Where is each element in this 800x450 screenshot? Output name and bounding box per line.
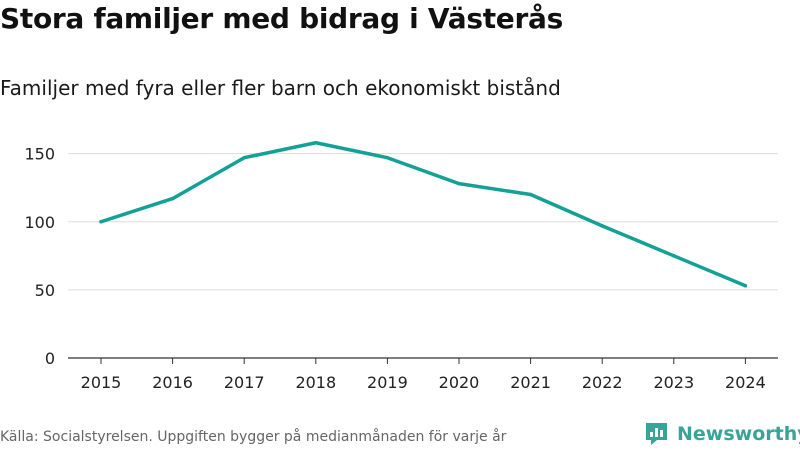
- chart-subtitle: Familjer med fyra eller fler barn och ek…: [0, 76, 561, 100]
- chart-title: Stora familjer med bidrag i Västerås: [0, 2, 563, 35]
- brand[interactable]: Newsworthy: [644, 421, 800, 446]
- data-point-2018: [314, 140, 318, 145]
- data-point-2024: [743, 284, 748, 288]
- x-tick-label-2024: 2024: [725, 373, 766, 392]
- series: [99, 140, 748, 288]
- x-tick-label-2021: 2021: [510, 373, 551, 392]
- data-point-2015: [99, 220, 103, 224]
- brand-name: Newsworthy: [677, 422, 800, 445]
- series-line-0: [99, 140, 748, 288]
- data-point-2020: [457, 181, 461, 186]
- data-point-2017: [242, 155, 246, 160]
- x-tick-label-2020: 2020: [439, 373, 480, 392]
- data-point-2019: [385, 155, 390, 160]
- y-tick-label-50: 50: [35, 281, 55, 300]
- y-tick-label-100: 100: [24, 213, 55, 232]
- x-tick-label-2023: 2023: [653, 373, 694, 392]
- data-point-2016: [170, 196, 175, 201]
- y-tick-label-150: 150: [24, 145, 55, 164]
- x-tick-label-2017: 2017: [224, 373, 265, 392]
- x-tick-label-2022: 2022: [582, 373, 623, 392]
- y-tick-label-0: 0: [45, 349, 55, 368]
- x-tick-label-2019: 2019: [367, 373, 408, 392]
- newsworthy-logo-icon: [646, 423, 667, 445]
- x-tick-label-2018: 2018: [295, 373, 336, 392]
- y-axis: 0 50 100 150: [24, 145, 55, 368]
- gridlines: [68, 153, 778, 291]
- x-tick-label-2015: 2015: [81, 373, 122, 392]
- x-axis: 2015 2016 2017 2018 2019 2020 2021 2022 2023 2024: [68, 357, 778, 392]
- source-note: Källa: Socialstyrelsen. Uppgiften bygger…: [0, 429, 507, 445]
- data-point-2023: [672, 254, 676, 258]
- x-tick-label-2016: 2016: [152, 373, 193, 392]
- data-point-2022: [600, 224, 604, 228]
- data-point-2021: [528, 192, 533, 197]
